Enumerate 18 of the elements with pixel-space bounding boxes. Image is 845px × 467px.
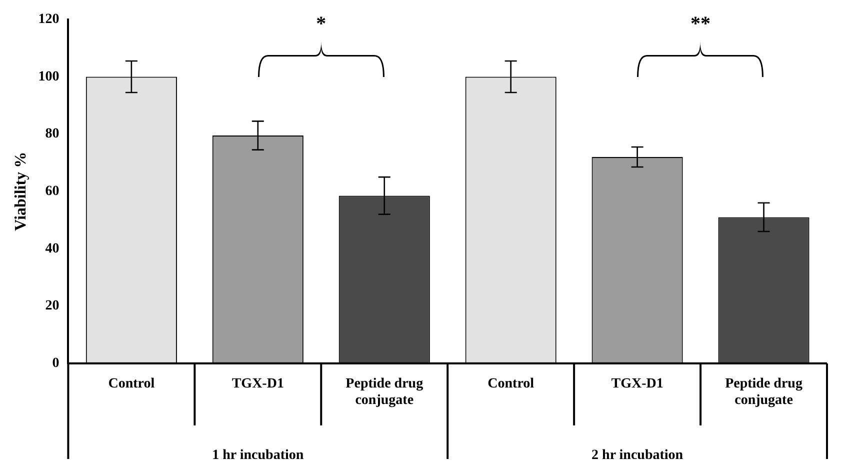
x-tick-label: Peptide drug conjugate (346, 376, 424, 408)
text: 1 hr incubation (212, 448, 304, 464)
y-tick-label: 0 (52, 356, 60, 372)
y-axis-title: Viability % (12, 152, 30, 231)
x-tick-label: TGX-D1 (611, 376, 664, 392)
y-tick-label: 120 (38, 12, 60, 28)
x-tick-label: Control (108, 376, 155, 392)
y-tick-label: 60 (45, 184, 60, 200)
x-tick-label: TGX-D1 (232, 376, 284, 392)
annotation: * (316, 12, 326, 35)
x-tick-label: Control (488, 376, 534, 392)
y-tick-label: 20 (45, 298, 60, 314)
annotation: ** (690, 12, 711, 35)
y-tick-label: 80 (45, 126, 60, 142)
y-tick-label: 40 (45, 241, 60, 256)
text: 2 hr incubation (592, 448, 684, 464)
x-tick-label: Peptide drug conjugate (725, 376, 802, 408)
y-tick-label: 100 (38, 69, 60, 84)
